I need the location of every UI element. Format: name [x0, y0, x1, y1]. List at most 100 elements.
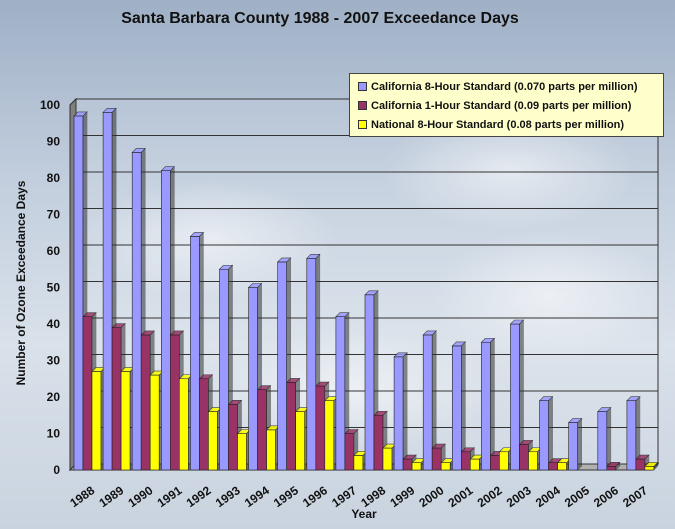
y-tick-label: 100 [40, 98, 60, 112]
x-tick-label: 1991 [155, 483, 185, 510]
bar-front [519, 444, 529, 471]
x-tick-label: 1994 [242, 483, 272, 510]
bar-front [440, 462, 451, 471]
bar-front [237, 433, 247, 471]
bar [644, 461, 659, 471]
y-tick-label: 50 [47, 281, 61, 295]
y-tick-label: 60 [47, 244, 61, 258]
x-tick-label: 2005 [562, 483, 592, 510]
x-tick-label: 2004 [533, 483, 563, 510]
bar-top [189, 232, 205, 237]
y-tick-label: 90 [47, 135, 61, 149]
bar-front [481, 341, 491, 471]
bar-front [402, 458, 413, 471]
bar-front [548, 462, 558, 471]
bar-top [422, 330, 437, 336]
x-tick-label: 1996 [300, 483, 330, 510]
bar-front [286, 382, 297, 471]
bar-front [277, 261, 288, 471]
bar-front [422, 334, 433, 471]
bar [480, 337, 496, 471]
bar-front [510, 323, 520, 471]
bar-front [228, 403, 238, 471]
bar-top [285, 378, 301, 383]
legend-swatch-ca8hr [358, 82, 367, 91]
bar-top [451, 341, 467, 347]
x-tick-label: 1999 [387, 483, 417, 510]
bar-front [199, 378, 209, 471]
bar-front [73, 115, 84, 471]
legend-swatch-ca1hr [358, 101, 367, 110]
bar-top [73, 111, 88, 117]
bar-top [315, 381, 330, 387]
bar-front [82, 316, 93, 471]
bar-top [460, 447, 476, 453]
x-tick-label: 1988 [67, 483, 97, 510]
y-tick-label: 30 [47, 354, 61, 368]
bar-top [335, 312, 350, 318]
bar-side [577, 417, 583, 471]
bar-top [256, 385, 272, 391]
bar-front [315, 385, 326, 471]
bar-front [644, 466, 655, 471]
legend-label-nat8hr: National 8-Hour Standard (0.08 parts per… [371, 118, 625, 131]
bar-top [402, 454, 417, 460]
y-tick-label: 40 [47, 317, 61, 331]
bar-front [140, 334, 151, 471]
bar-front [219, 268, 229, 471]
bar-front [131, 152, 142, 471]
bar-front [431, 447, 442, 471]
bar-front [469, 458, 480, 471]
bar-top [518, 440, 534, 445]
bar-front [111, 327, 122, 471]
bar-top [509, 319, 525, 325]
x-tick-label: 2007 [620, 483, 650, 510]
bar-front [499, 451, 509, 471]
bar-front [411, 462, 422, 471]
bar [606, 461, 621, 471]
x-tick-label: 1993 [213, 483, 243, 510]
bar-front [266, 429, 276, 471]
bar-front [344, 433, 355, 471]
bar-front [557, 462, 567, 471]
bar-front [179, 378, 189, 471]
bar-top [247, 283, 263, 288]
legend-label-ca8hr: California 8-Hour Standard (0.070 parts … [371, 80, 638, 93]
x-tick-label: 1992 [184, 483, 214, 510]
bar-top [169, 330, 185, 336]
bar-top [431, 443, 446, 449]
legend-swatch-nat8hr [358, 120, 367, 129]
bar-front [324, 400, 335, 471]
bar-top [393, 352, 408, 358]
bar-front [528, 451, 538, 471]
y-tick-label: 0 [53, 463, 60, 477]
bar-front [295, 411, 306, 471]
bar-top [364, 290, 379, 296]
bar-front [597, 411, 608, 471]
bar-side [402, 352, 408, 471]
x-tick-label: 2002 [475, 483, 505, 510]
legend-item: California 8-Hour Standard (0.070 parts … [358, 77, 663, 96]
bar-top [626, 396, 641, 401]
y-tick-label: 10 [47, 427, 61, 441]
legend-item: National 8-Hour Standard (0.08 parts per… [358, 115, 663, 134]
x-tick-label: 2000 [417, 483, 447, 510]
bar-top [198, 374, 214, 380]
chart-title: Santa Barbara County 1988 - 2007 Exceeda… [121, 10, 519, 27]
x-axis-label: Year [351, 507, 377, 521]
bar-front [208, 411, 218, 471]
bar-front [568, 422, 579, 471]
bar-top [140, 330, 155, 336]
x-tick-label: 2003 [504, 483, 534, 510]
bar-side [606, 406, 612, 471]
bar-top [644, 462, 659, 467]
y-tick-label: 80 [47, 171, 61, 185]
bar-top [635, 454, 650, 460]
legend-label-ca1hr: California 1-Hour Standard (0.09 parts p… [371, 99, 632, 112]
bar-front [353, 455, 364, 471]
bar-front [373, 414, 384, 471]
bar-front [248, 287, 258, 471]
bar-front [393, 356, 404, 471]
bar-top [227, 399, 243, 405]
bar-top [606, 462, 621, 467]
